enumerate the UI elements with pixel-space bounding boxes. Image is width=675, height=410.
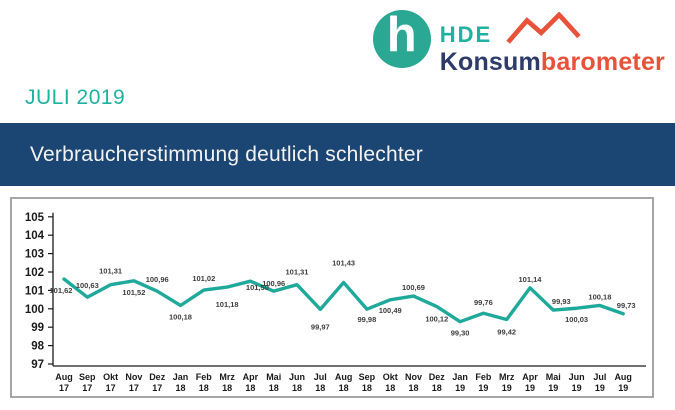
x-axis-month-label: Aug — [614, 372, 632, 382]
headline-banner: Verbraucherstimmung deutlich schlechter — [0, 123, 675, 186]
x-axis-year-label: 18 — [315, 383, 325, 393]
data-point-label: 100,18 — [588, 292, 611, 301]
data-point-label: 101,50 — [246, 283, 269, 292]
zigzag-line-icon — [506, 12, 581, 44]
x-axis-month-label: Aug — [335, 372, 353, 382]
x-axis-year-label: 19 — [595, 383, 605, 393]
x-axis-month-label: Okt — [383, 372, 398, 382]
x-axis-month-label: Mai — [266, 372, 281, 382]
x-axis-month-label: Okt — [103, 372, 118, 382]
x-axis-year-label: 19 — [478, 383, 488, 393]
x-axis-month-label: Nov — [405, 372, 422, 382]
data-point-label: 101,52 — [122, 288, 145, 297]
y-axis-tick-label: 98 — [31, 341, 44, 353]
logo-konsum-label: Konsum — [439, 48, 541, 76]
y-axis-tick-label: 97 — [31, 359, 44, 371]
x-axis-year-label: 18 — [222, 383, 232, 393]
y-axis-tick-label: 102 — [25, 267, 44, 279]
y-axis-tick-label: 101 — [25, 285, 45, 297]
hde-logo-circle-icon: h — [372, 7, 431, 68]
x-axis-year-label: 18 — [175, 383, 185, 393]
data-point-label: 100,12 — [425, 315, 448, 324]
x-axis-month-label: Jul — [593, 372, 606, 382]
data-point-label: 99,42 — [497, 327, 516, 336]
data-point-label: 101,31 — [286, 268, 309, 277]
data-point-label: 100,96 — [262, 279, 285, 288]
x-axis-month-label: Dez — [149, 372, 166, 382]
logo-wordmark: HDE Konsumbarometer — [440, 10, 665, 75]
x-axis-year-label: 17 — [82, 383, 92, 393]
x-axis-month-label: Feb — [196, 372, 213, 382]
data-point-label: 99,97 — [311, 322, 330, 331]
x-axis-year-label: 18 — [199, 383, 209, 393]
data-point-label: 99,73 — [617, 301, 636, 310]
x-axis-month-label: Sep — [79, 372, 96, 382]
x-axis-month-label: Jul — [314, 372, 327, 382]
y-axis-tick-label: 104 — [25, 230, 45, 242]
x-axis-month-label: Jan — [173, 372, 189, 382]
x-axis-year-label: 17 — [152, 383, 162, 393]
y-axis-tick-label: 100 — [25, 304, 44, 316]
consumer-sentiment-chart-panel: 97 98 99 100 101 102 103 104 105 101,62 Aug 17 100,6… — [10, 197, 654, 398]
x-axis-year-label: 18 — [408, 383, 418, 393]
x-axis-year-label: 19 — [525, 383, 535, 393]
x-axis-year-label: 18 — [385, 383, 395, 393]
x-axis-month-label: Sep — [359, 372, 376, 382]
logo-hde-label: HDE — [439, 22, 493, 47]
data-point-label: 100,03 — [565, 315, 588, 324]
hde-logo-letter: h — [386, 7, 417, 62]
logo-barometer-label: barometer — [540, 48, 665, 76]
x-axis-year-label: 18 — [269, 383, 279, 393]
period-title: JULI 2019 — [25, 86, 126, 109]
x-axis-month-label: Jun — [569, 372, 585, 382]
x-axis-month-label: Jun — [289, 372, 305, 382]
data-point-label: 101,18 — [216, 300, 239, 309]
x-axis-year-label: 19 — [618, 383, 628, 393]
x-axis-month-label: Apr — [522, 372, 538, 382]
x-axis-month-label: Apr — [243, 372, 259, 382]
y-axis-tick-label: 103 — [25, 249, 44, 261]
x-axis-month-label: Mai — [546, 372, 561, 382]
data-point-label: 99,93 — [552, 297, 571, 306]
x-axis-month-label: Jan — [452, 372, 468, 382]
y-axis-tick-label: 105 — [25, 212, 45, 224]
data-point-label: 101,02 — [192, 274, 215, 283]
x-axis-month-label: Dez — [429, 372, 446, 382]
x-axis-year-label: 18 — [245, 383, 255, 393]
x-axis-year-label: 17 — [129, 383, 139, 393]
data-point-label: 100,18 — [169, 312, 192, 321]
data-point-label: 100,63 — [76, 281, 99, 290]
data-point-label: 100,49 — [379, 306, 402, 315]
data-point-label: 99,30 — [451, 329, 470, 338]
x-axis-year-label: 18 — [432, 383, 442, 393]
x-axis-month-label: Mrz — [219, 372, 235, 382]
x-axis-year-label: 18 — [362, 383, 372, 393]
x-axis-year-label: 17 — [106, 383, 116, 393]
data-point-label: 99,76 — [474, 298, 493, 307]
x-axis-year-label: 19 — [502, 383, 512, 393]
data-point-label: 101,43 — [332, 258, 355, 267]
x-axis-month-label: Feb — [475, 372, 492, 382]
x-axis-year-label: 18 — [292, 383, 302, 393]
data-point-label: 101,62 — [50, 286, 73, 295]
consumer-sentiment-line-chart: 979899100101102103104105101,62Aug17100,6… — [25, 212, 646, 393]
data-point-label: 99,98 — [358, 315, 377, 324]
x-axis-year-label: 19 — [572, 383, 582, 393]
data-point-label: 100,96 — [146, 275, 169, 284]
x-axis-year-label: 18 — [339, 383, 349, 393]
sentiment-line-series — [62, 277, 625, 324]
x-axis-year-label: 19 — [548, 383, 558, 393]
x-axis-month-label: Aug — [55, 372, 73, 382]
data-point-label: 100,69 — [402, 283, 425, 292]
data-point-label: 101,31 — [99, 267, 122, 276]
headline-text: Verbraucherstimmung deutlich schlechter — [30, 142, 423, 166]
x-axis-month-label: Nov — [125, 372, 142, 382]
hde-konsumbarometer-logo: h HDE Konsumbarometer — [372, 7, 665, 75]
x-axis-year-label: 19 — [455, 383, 465, 393]
x-axis-year-label: 17 — [59, 383, 69, 393]
data-point-label: 101,14 — [519, 275, 543, 284]
x-axis-month-label: Mrz — [499, 372, 515, 382]
y-axis-tick-label: 99 — [31, 322, 44, 334]
